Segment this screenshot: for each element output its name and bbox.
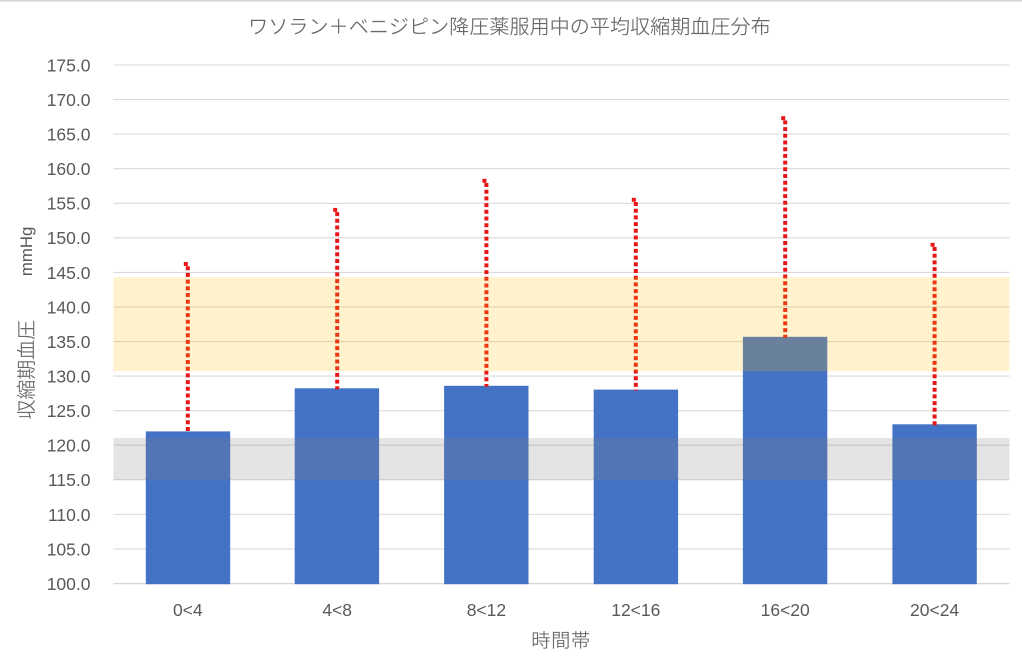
svg-text:120.0: 120.0 [47, 436, 91, 456]
svg-text:145.0: 145.0 [47, 263, 91, 283]
svg-text:8<12: 8<12 [467, 600, 506, 620]
svg-text:20<24: 20<24 [910, 600, 959, 620]
svg-text:155.0: 155.0 [47, 194, 91, 214]
svg-text:150.0: 150.0 [47, 228, 91, 248]
svg-text:170.0: 170.0 [47, 90, 91, 110]
svg-text:160.0: 160.0 [47, 159, 91, 179]
svg-text:175.0: 175.0 [47, 55, 91, 75]
svg-text:16<20: 16<20 [761, 600, 810, 620]
svg-text:115.0: 115.0 [48, 470, 91, 490]
svg-text:135.0: 135.0 [47, 332, 91, 352]
svg-text:mmHg: mmHg [17, 227, 36, 276]
svg-text:0<4: 0<4 [173, 600, 203, 620]
svg-text:140.0: 140.0 [47, 297, 91, 317]
svg-text:100.0: 100.0 [47, 574, 91, 594]
svg-text:110.0: 110.0 [48, 505, 91, 525]
svg-text:130.0: 130.0 [47, 367, 91, 387]
svg-text:4<8: 4<8 [322, 600, 352, 620]
svg-text:105.0: 105.0 [47, 539, 91, 559]
svg-text:165.0: 165.0 [47, 125, 91, 145]
svg-text:125.0: 125.0 [47, 401, 91, 421]
svg-text:12<16: 12<16 [611, 600, 660, 620]
